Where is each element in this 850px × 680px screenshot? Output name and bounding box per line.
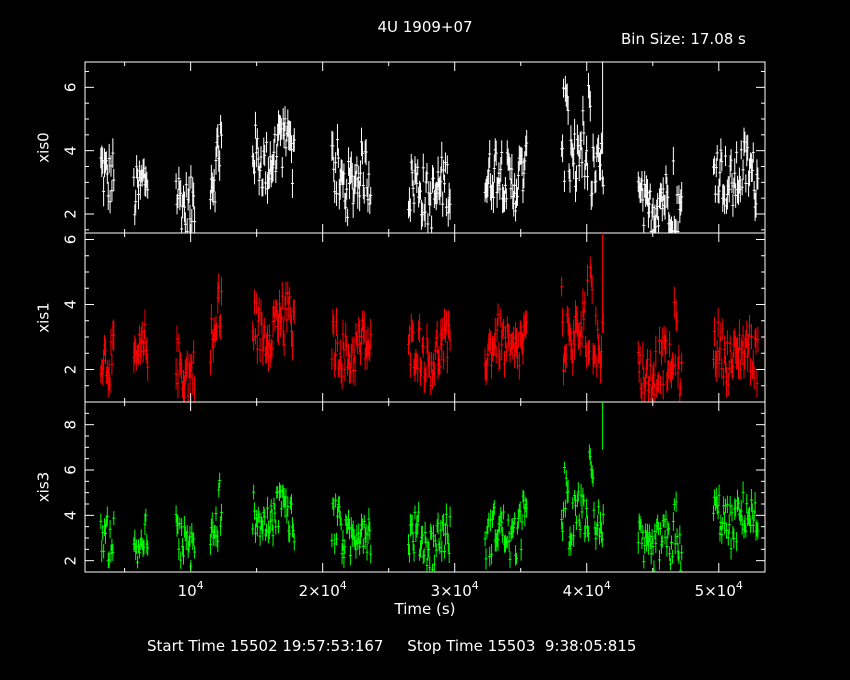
- x-tick-label: 104: [178, 579, 204, 600]
- x-tick-label: 3×104: [431, 579, 479, 600]
- y-tick-label-xis1: 6: [62, 235, 80, 245]
- y-tick-label-xis1: 4: [62, 300, 80, 310]
- y-tick-label-xis0: 6: [62, 83, 80, 93]
- start-time-value: 15502 19:57:53:167: [229, 637, 384, 655]
- y-tick-label-xis0: 2: [62, 209, 80, 219]
- y-axis-label-xis0: xis0: [35, 132, 53, 162]
- bin-size-label: Bin Size: 17.08 s: [621, 30, 746, 48]
- y-tick-label-xis3: 6: [62, 465, 80, 475]
- y-tick-label-xis3: 4: [62, 511, 80, 521]
- y-axis-label-xis3: xis3: [35, 472, 53, 502]
- y-tick-label-xis3: 2: [62, 556, 80, 566]
- x-tick-label: 4×104: [563, 579, 611, 600]
- time-range-footer: Start Time 15502 19:57:53:167 Stop Time …: [147, 637, 636, 655]
- stop-time-label: Stop Time: [407, 637, 483, 655]
- y-tick-label-xis3: 8: [62, 420, 80, 430]
- y-tick-label-xis1: 2: [62, 365, 80, 375]
- stop-time-value: 15503 9:38:05:815: [487, 637, 637, 655]
- panel-frame-xis3: [84, 401, 766, 573]
- x-tick-label: 2×104: [299, 579, 347, 600]
- chart-title: 4U 1909+07: [377, 18, 473, 36]
- x-axis-label: Time (s): [394, 600, 456, 618]
- x-tick-label: 5×104: [695, 579, 743, 600]
- start-time-label: Start Time: [147, 637, 226, 655]
- y-tick-label-xis0: 4: [62, 146, 80, 156]
- y-axis-label-xis1: xis1: [35, 302, 53, 332]
